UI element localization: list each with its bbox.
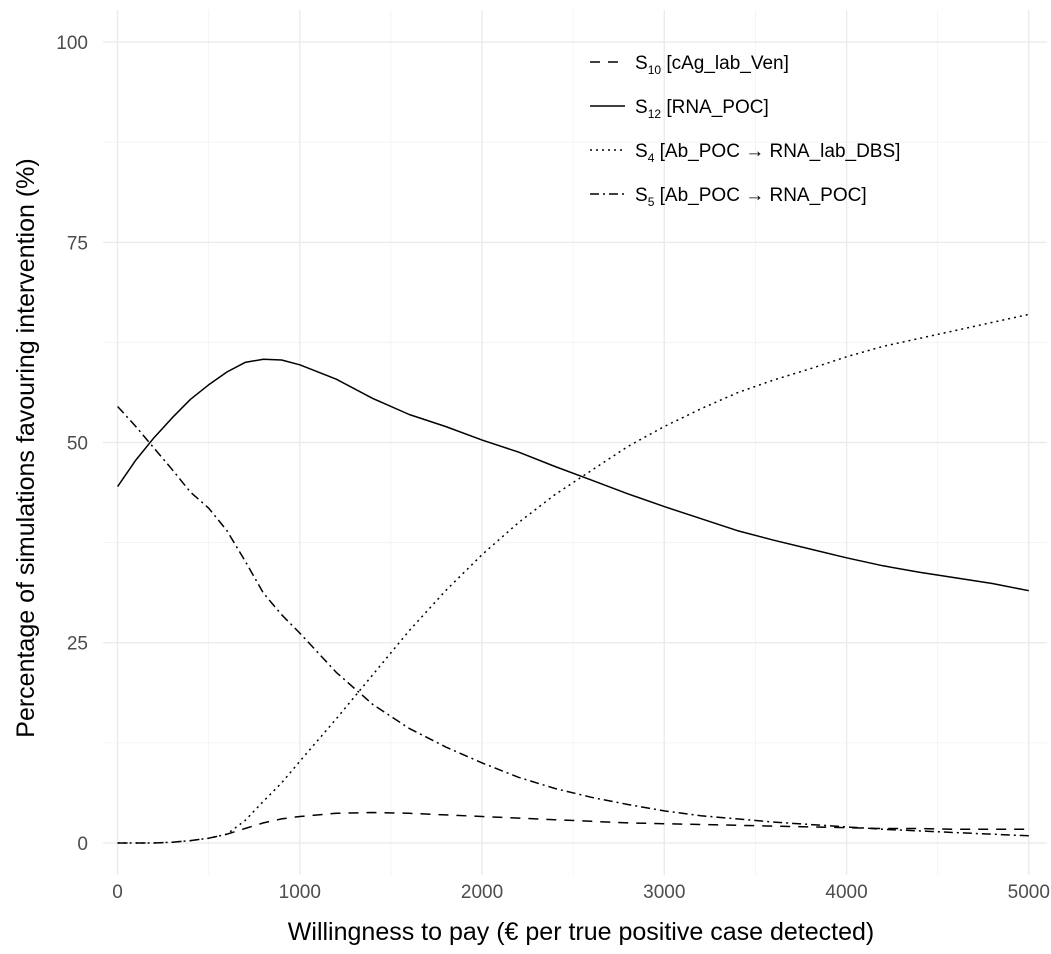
legend: S10 [cAg_lab_Ven] S12 [RNA_POC] S4 [Ab_POC… xyxy=(590,53,900,209)
legend-label-4: S5 [Ab_POC → RNA_POC] xyxy=(635,185,867,209)
x-tick-label: 4000 xyxy=(825,882,867,903)
x-tick-labels: 0 1000 2000 3000 4000 5000 xyxy=(112,882,1050,903)
x-tick-label: 2000 xyxy=(461,882,503,903)
x-tick-label: 0 xyxy=(112,882,123,903)
y-tick-label: 100 xyxy=(56,33,88,54)
legend-label-2: S12 [RNA_POC] xyxy=(635,97,769,121)
series-lines xyxy=(116,313,1029,844)
y-tick-labels: 0 25 50 75 100 xyxy=(56,33,88,855)
y-tick-label: 50 xyxy=(67,434,88,455)
x-axis-title: Willingness to pay (€ per true positive … xyxy=(288,918,874,946)
gridlines xyxy=(103,10,1047,875)
y-tick-label: 75 xyxy=(67,233,88,254)
x-tick-label: 3000 xyxy=(643,882,685,903)
legend-label-3: S4 [Ab_POC → RNA_lab_DBS] xyxy=(635,141,900,165)
x-tick-label: 5000 xyxy=(1008,882,1050,903)
series-line-3 xyxy=(117,313,1029,844)
y-axis-title: Percentage of simulations favouring inte… xyxy=(12,158,40,737)
series-line-2 xyxy=(116,358,1029,592)
x-tick-label: 1000 xyxy=(279,882,321,903)
y-tick-label: 25 xyxy=(67,634,88,655)
series-line-4 xyxy=(117,405,1029,837)
legend-label-1: S10 [cAg_lab_Ven] xyxy=(635,53,789,77)
y-tick-label: 0 xyxy=(77,834,88,855)
